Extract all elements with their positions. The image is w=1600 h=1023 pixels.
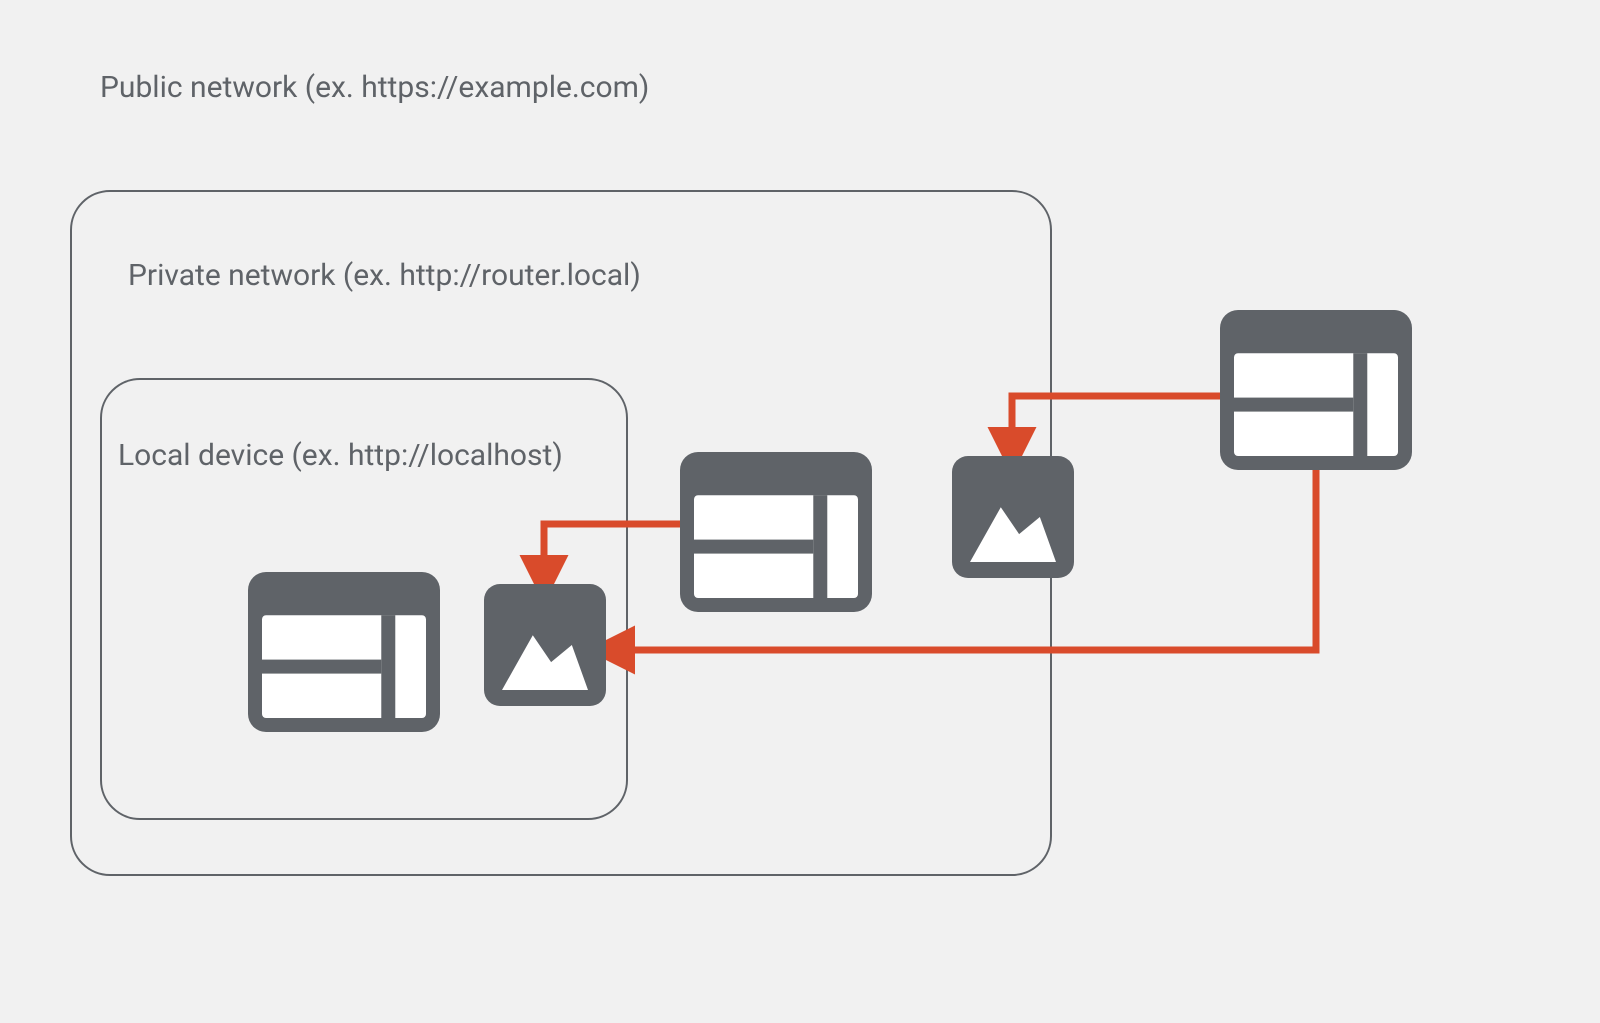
browser-public-icon	[1220, 310, 1412, 470]
browser-local-icon	[248, 572, 440, 732]
arrows	[544, 396, 1316, 650]
image-local-icon	[484, 584, 606, 706]
private-to-local-image	[544, 524, 680, 576]
icons	[248, 310, 1412, 732]
public-to-private-image	[1012, 396, 1220, 448]
network-diagram: Public network (ex. https://example.com)…	[0, 0, 1600, 1023]
browser-private-icon	[680, 452, 872, 612]
image-private-icon	[952, 456, 1074, 578]
